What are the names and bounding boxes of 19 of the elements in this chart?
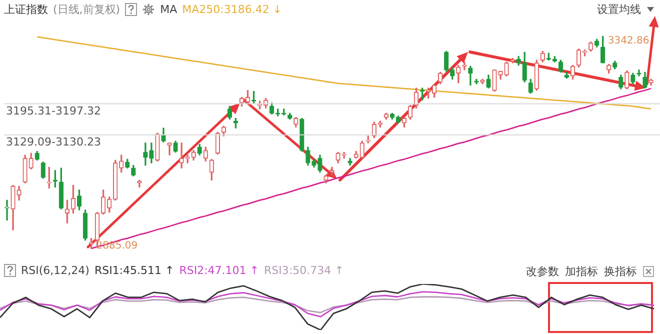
chart-title: 上证指数 <box>4 2 48 17</box>
chart-title: RSI(6,12,24) <box>21 264 90 277</box>
annotation: 3342.86 <box>608 36 650 47</box>
series-label: RSI1:45.511 ↑ <box>94 264 174 277</box>
text: MA250:3186.42 ↓ <box>182 3 282 16</box>
text: MA <box>160 3 178 16</box>
candlestick <box>179 142 184 168</box>
chart-subtitle: (日线,前复权) <box>53 2 120 17</box>
candlestick <box>143 142 148 166</box>
series-label: RSI2:47.101 ↑ <box>179 264 260 277</box>
text: 改参数 <box>526 264 559 279</box>
text: 设置均线 <box>597 2 641 17</box>
text: 加指标 <box>565 264 598 279</box>
band-label: 3129.09-3130.23 <box>6 135 101 148</box>
text: 换指标 <box>604 264 637 279</box>
text: RSI3:50.734 ↑ <box>264 264 344 277</box>
band-label: 3195.31-3197.32 <box>6 104 101 118</box>
annotation: 2885.09 <box>96 240 138 252</box>
candlestick <box>167 142 172 156</box>
